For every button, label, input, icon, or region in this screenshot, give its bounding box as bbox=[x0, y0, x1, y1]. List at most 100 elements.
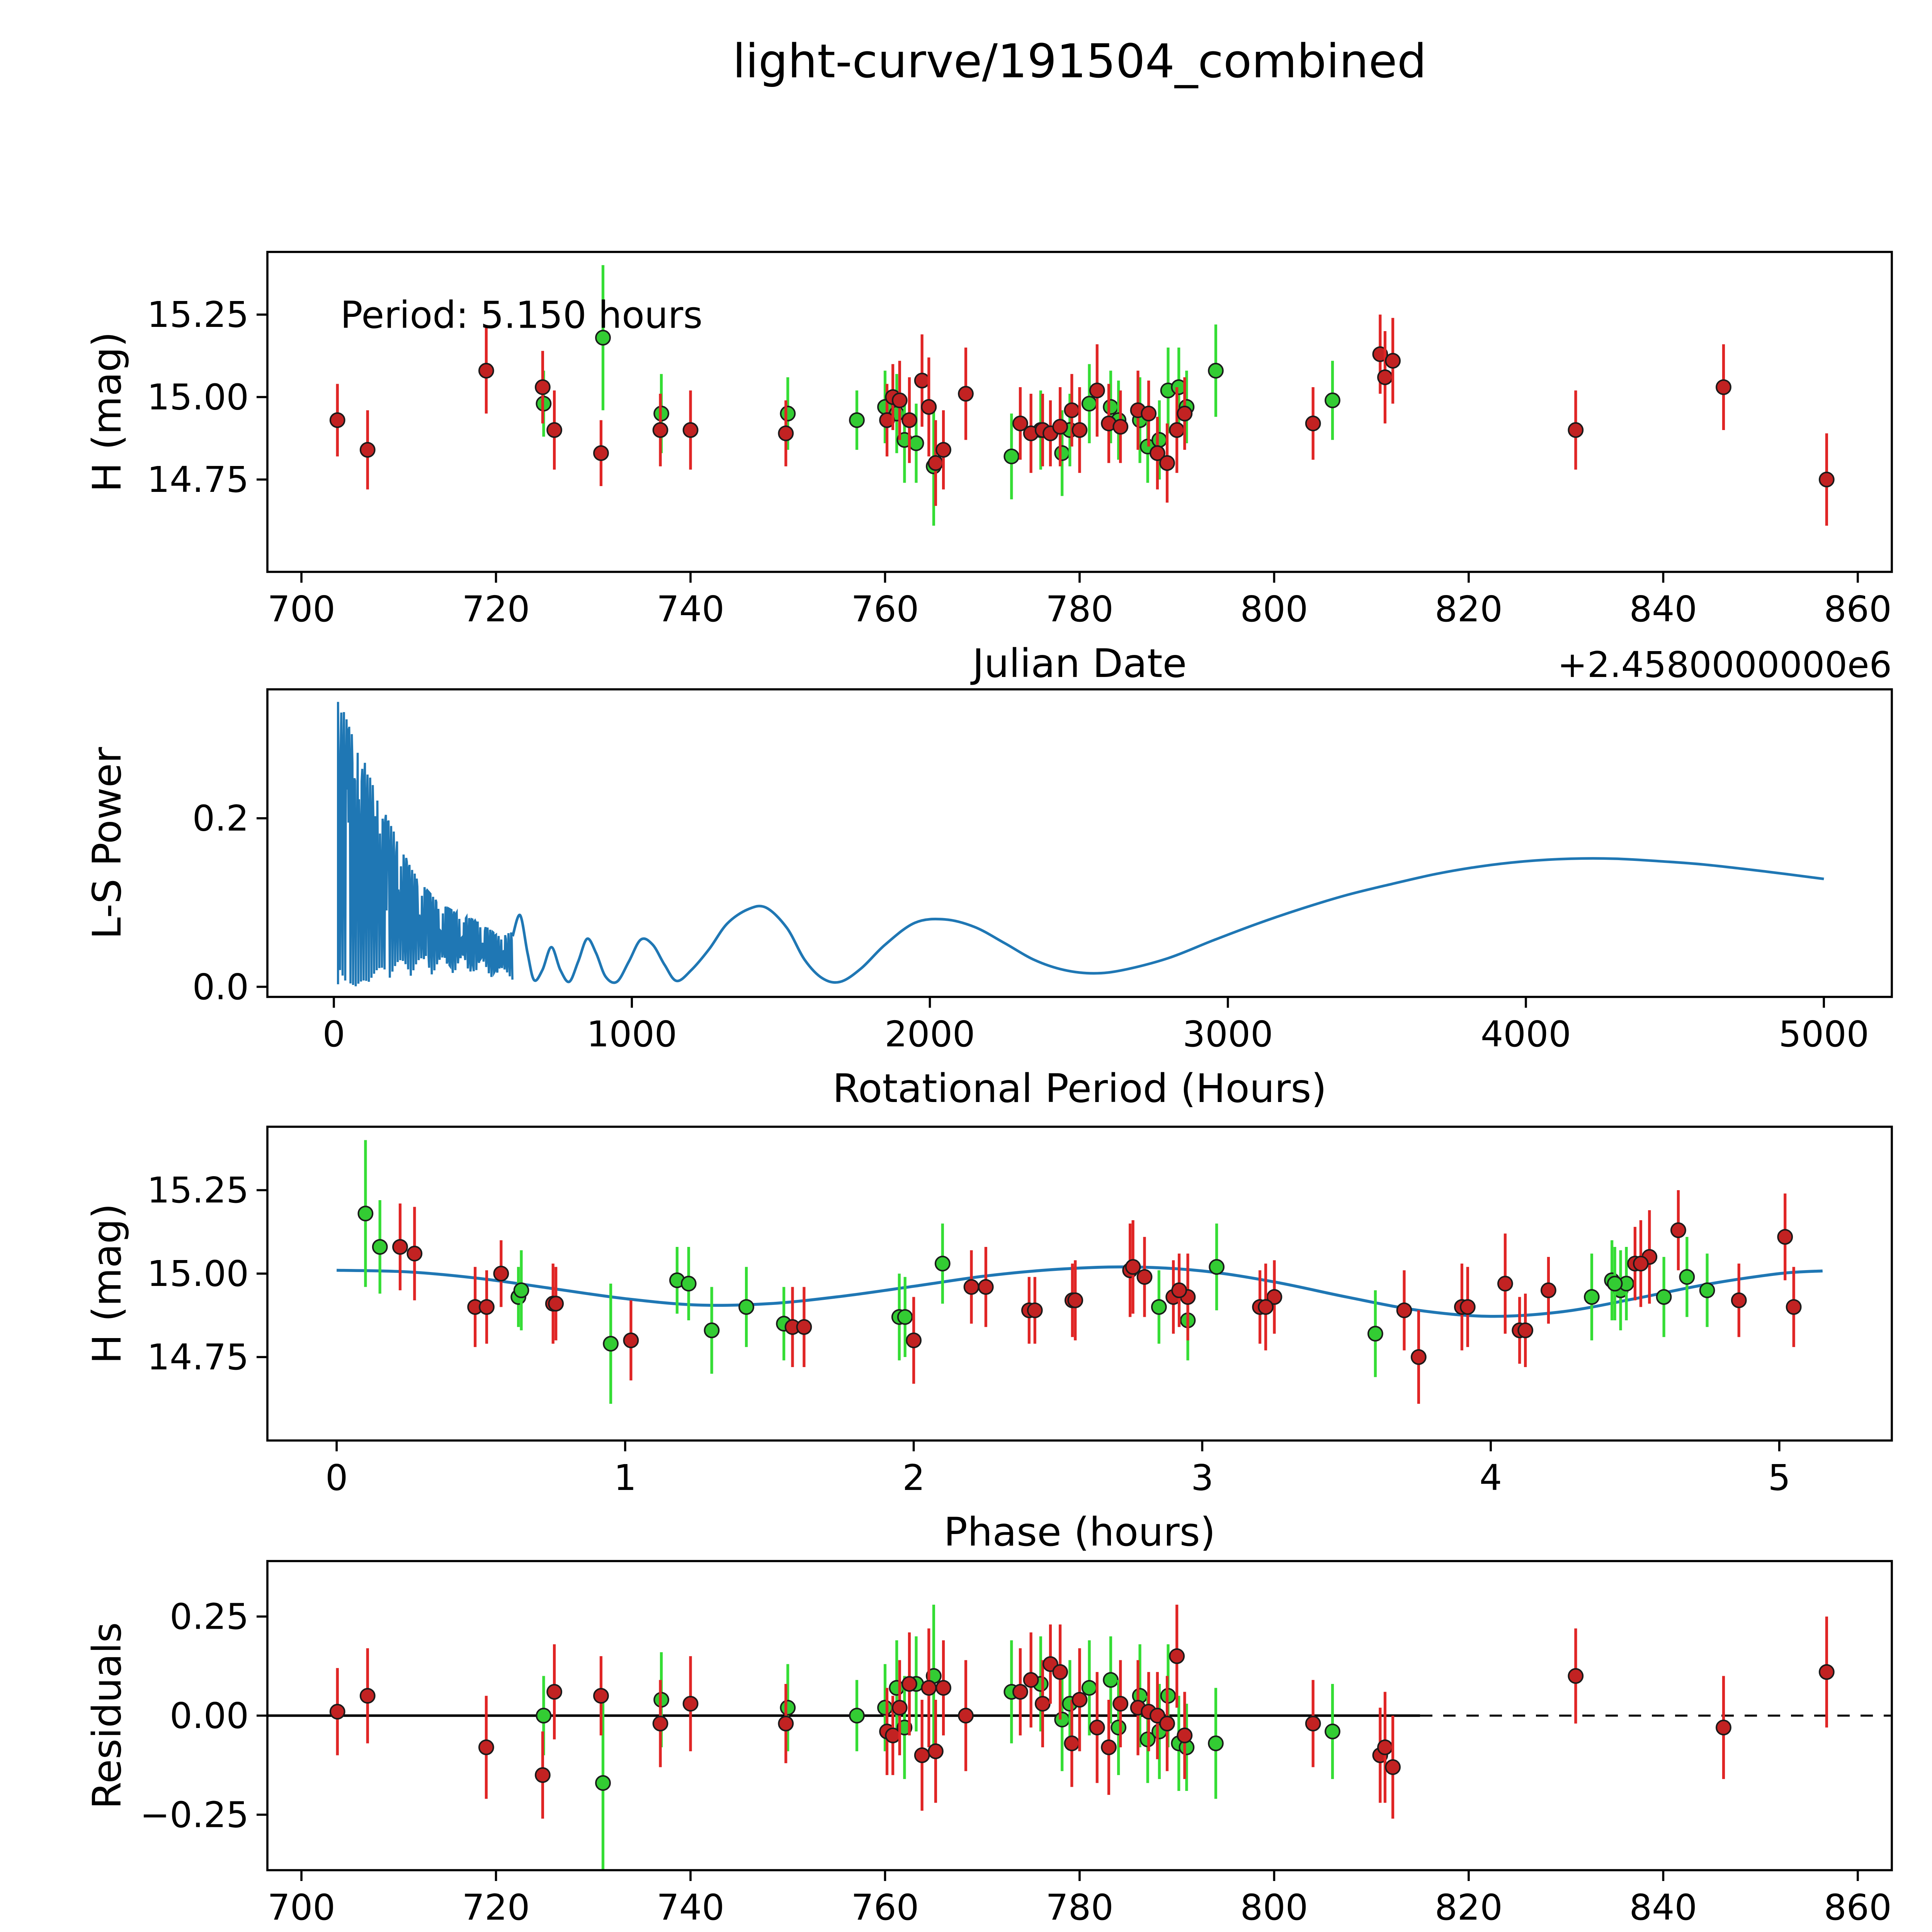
y-tick-label: 0.00 bbox=[170, 1695, 249, 1736]
panel-periodogram: 0 1000 2000 3000 4000 5000 0.0 0.2 Rotational Pe… bbox=[84, 688, 1893, 1112]
data-point bbox=[535, 1767, 551, 1783]
plot-area-phase_mag bbox=[337, 1140, 1823, 1404]
x-axis-offset-label: +2.4580000000e6 bbox=[1558, 644, 1892, 685]
data-point bbox=[359, 1688, 376, 1704]
data-point bbox=[1023, 1672, 1039, 1688]
x-tick-label: 2 bbox=[902, 1457, 925, 1498]
data-point bbox=[1177, 405, 1193, 422]
data-point bbox=[1159, 1716, 1175, 1731]
data-point bbox=[1396, 1302, 1412, 1318]
data-point bbox=[1367, 1326, 1383, 1342]
data-point bbox=[1385, 353, 1401, 369]
data-point bbox=[1052, 419, 1068, 435]
x-tick-label: 740 bbox=[656, 588, 724, 630]
panel-jd_mag: 700 720 740 760 780 800 820 840 860 14.75 15.00 15.… bbox=[84, 251, 1893, 687]
data-point bbox=[849, 412, 865, 428]
y-tick-label: −0.25 bbox=[140, 1794, 249, 1835]
data-point bbox=[1541, 1282, 1556, 1298]
data-point bbox=[908, 435, 924, 451]
data-point bbox=[897, 1309, 913, 1325]
x-tick-label: 3000 bbox=[1183, 1014, 1273, 1055]
data-point bbox=[901, 412, 917, 428]
data-point bbox=[778, 425, 794, 441]
data-point bbox=[1731, 1292, 1747, 1308]
data-point bbox=[595, 330, 611, 346]
data-point bbox=[1071, 1692, 1088, 1708]
data-point bbox=[1568, 422, 1584, 438]
data-point bbox=[546, 1684, 563, 1700]
data-point bbox=[1633, 1255, 1649, 1272]
x-tick-label: 720 bbox=[462, 588, 530, 630]
data-point bbox=[535, 379, 551, 395]
data-point bbox=[1325, 1723, 1340, 1740]
data-point bbox=[1159, 455, 1175, 471]
y-tick-label: 15.00 bbox=[147, 1253, 249, 1294]
data-point bbox=[891, 1700, 908, 1716]
data-point bbox=[682, 422, 699, 438]
axes-spines bbox=[266, 1126, 1893, 1442]
data-point bbox=[1012, 1684, 1028, 1700]
axes-spines bbox=[266, 688, 1893, 998]
x-tick-label: 820 bbox=[1435, 1887, 1503, 1928]
data-point bbox=[1089, 383, 1105, 398]
panel-phase_mag: 0 1 2 3 4 5 14.75 15.00 15.25 Phase (hours) H (mag… bbox=[84, 1126, 1893, 1555]
data-point bbox=[536, 1708, 552, 1724]
x-tick-label: 820 bbox=[1435, 588, 1503, 630]
data-point bbox=[1112, 1696, 1129, 1712]
data-point bbox=[901, 1676, 917, 1692]
data-point bbox=[478, 1739, 494, 1755]
x-tick-label: 860 bbox=[1824, 588, 1892, 630]
x-tick-label: 5000 bbox=[1779, 1014, 1869, 1055]
x-tick-label: 4000 bbox=[1481, 1014, 1571, 1055]
data-point bbox=[780, 405, 796, 422]
data-point bbox=[780, 1700, 796, 1716]
data-point bbox=[1027, 1302, 1043, 1318]
data-point bbox=[392, 1239, 408, 1255]
data-point bbox=[1003, 448, 1020, 464]
data-point bbox=[1208, 362, 1224, 379]
data-point bbox=[1410, 1349, 1427, 1365]
plot-area-jd_mag bbox=[329, 265, 1835, 526]
x-tick-label: 800 bbox=[1240, 588, 1308, 630]
x-tick-label: 5 bbox=[1768, 1457, 1791, 1498]
data-point bbox=[796, 1319, 812, 1335]
x-tick-label: 0 bbox=[325, 1457, 348, 1498]
data-point bbox=[1377, 369, 1393, 385]
data-point bbox=[906, 1332, 922, 1349]
data-point bbox=[1054, 445, 1070, 461]
data-point bbox=[1584, 1289, 1600, 1305]
data-point bbox=[1786, 1299, 1802, 1315]
x-tick-label: 4 bbox=[1480, 1457, 1502, 1498]
data-point bbox=[329, 412, 345, 428]
data-point bbox=[704, 1322, 720, 1338]
x-tick-label: 860 bbox=[1824, 1887, 1892, 1928]
y-tick-label: 15.25 bbox=[147, 1170, 249, 1211]
data-point bbox=[978, 1279, 994, 1295]
y-axis-label: Residuals bbox=[84, 1622, 130, 1809]
x-tick-label: 760 bbox=[851, 588, 919, 630]
panel-residuals: 700 720 740 760 780 800 820 840 860 −0.25 0.00 0.25… bbox=[84, 1560, 1893, 1928]
y-tick-label: 0.25 bbox=[170, 1596, 249, 1638]
y-axis-label: L-S Power bbox=[84, 747, 130, 939]
data-point bbox=[513, 1282, 529, 1298]
data-point bbox=[1012, 415, 1028, 432]
data-point bbox=[1818, 1664, 1835, 1680]
data-point bbox=[1209, 1259, 1225, 1275]
y-tick-label: 14.75 bbox=[147, 459, 249, 500]
fourier-fit-curve bbox=[337, 1265, 1823, 1318]
data-point bbox=[1064, 1735, 1080, 1752]
y-tick-label: 15.25 bbox=[147, 294, 249, 335]
data-point bbox=[1052, 1664, 1068, 1680]
data-point bbox=[738, 1299, 754, 1315]
data-point bbox=[1151, 432, 1167, 448]
data-point bbox=[958, 386, 974, 402]
x-tick-label: 2000 bbox=[884, 1014, 975, 1055]
data-point bbox=[891, 392, 908, 408]
data-point bbox=[1141, 405, 1157, 422]
x-tick-label: 780 bbox=[1046, 1887, 1114, 1928]
x-tick-label: 1000 bbox=[587, 1014, 677, 1055]
data-point bbox=[935, 1680, 951, 1696]
series-green bbox=[357, 1140, 1715, 1404]
